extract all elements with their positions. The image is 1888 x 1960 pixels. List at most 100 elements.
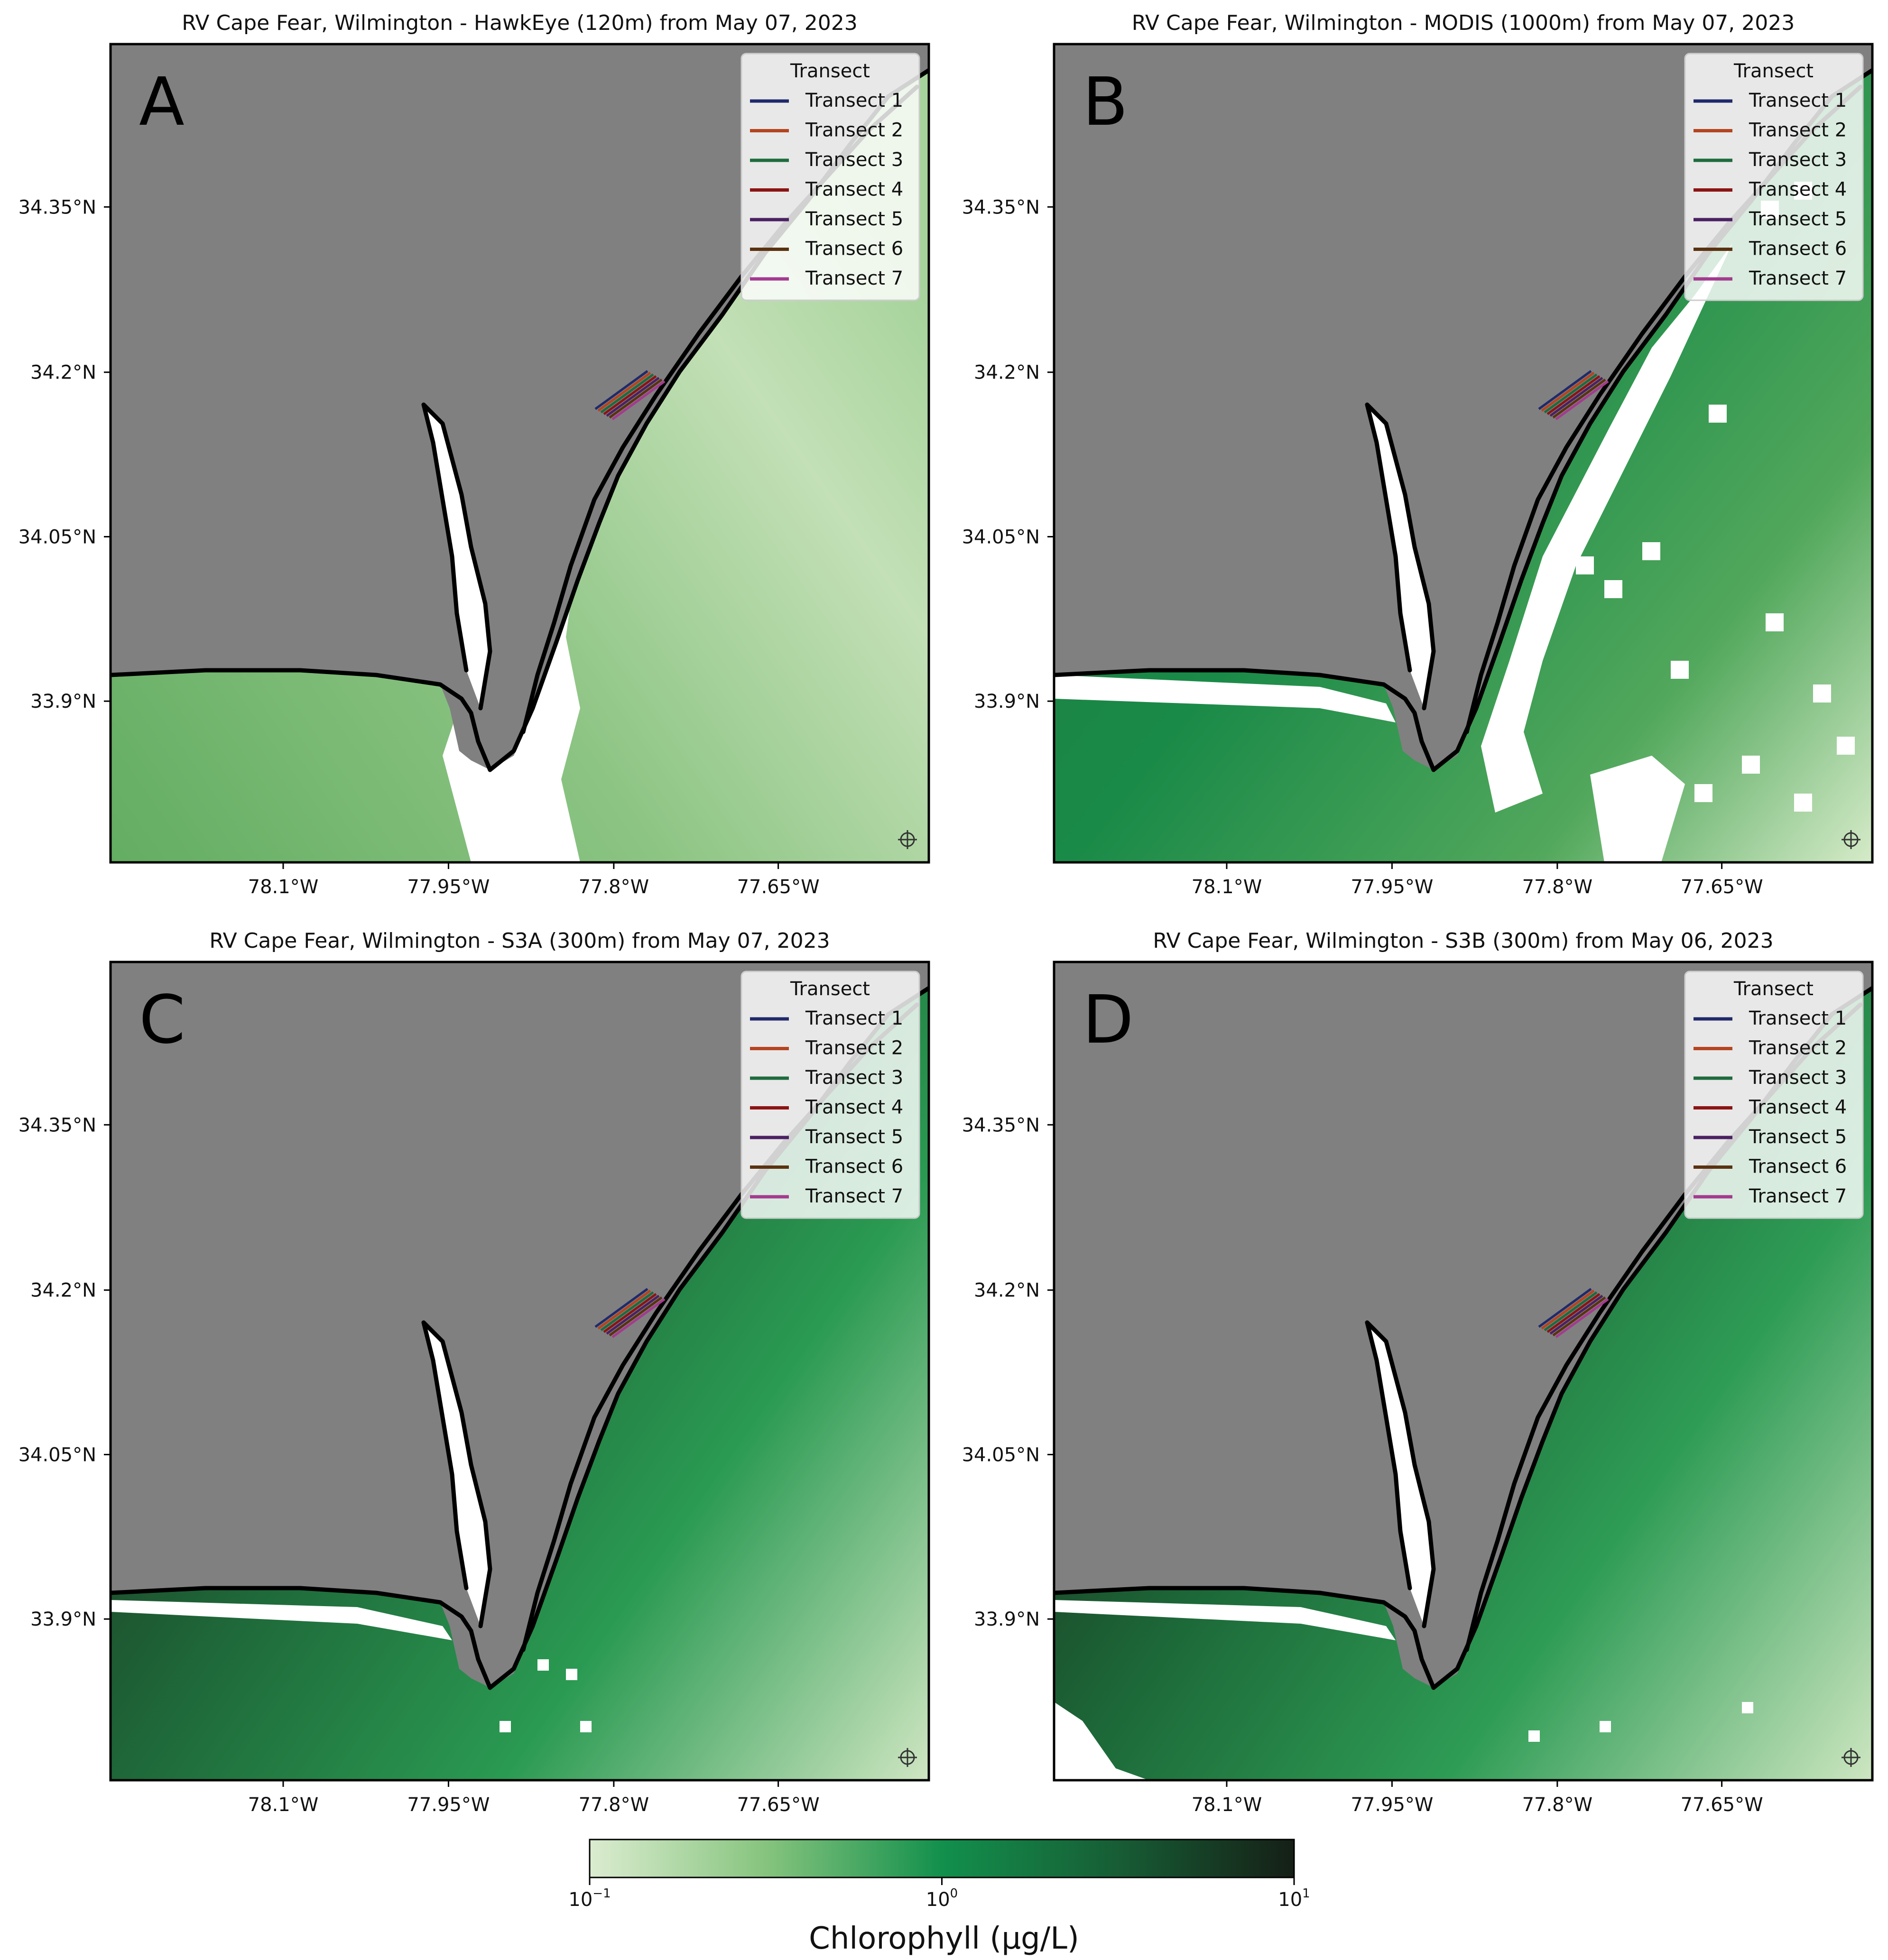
transect-line (1555, 1298, 1609, 1338)
no-data-pixel (1837, 737, 1855, 755)
map-frame (1053, 961, 1874, 1782)
legend: Transect Transect 1 Transect 2 Transect 3 Tr… (1684, 971, 1864, 1219)
coastline (421, 1320, 492, 1628)
y-tick-label: 34.35°N (19, 196, 96, 218)
legend: Transect Transect 1 Transect 2 Transect 3 Tr… (740, 971, 920, 1219)
transect-line (1552, 1296, 1606, 1337)
panel-letter: B (1083, 64, 1128, 141)
no-data-pixel (1794, 794, 1812, 812)
x-tick-label: 78.1°W (1192, 1794, 1262, 1816)
y-tick-label: 33.9°N (974, 1609, 1040, 1630)
legend-item-label: Transect 4 (1749, 179, 1847, 201)
transect-line (600, 1291, 654, 1331)
y-tick-label: 34.2°N (974, 1280, 1040, 1302)
x-tick-label: 77.8°W (579, 1794, 649, 1816)
legend-title: Transect (1733, 60, 1814, 82)
transect-lines (594, 370, 666, 420)
legend-item-label: Transect 4 (805, 1097, 903, 1119)
transect-line (1541, 1289, 1595, 1330)
legend-item-label: Transect 6 (805, 1156, 903, 1178)
y-tick-label: 33.9°N (30, 691, 96, 712)
coastline (111, 668, 443, 687)
no-data-pixel (1766, 613, 1784, 631)
panel-letter: C (139, 981, 185, 1059)
no-data-pixel (1709, 405, 1727, 423)
legend-item-label: Transect 2 (1749, 1037, 1847, 1059)
map-panel-d: RV Cape Fear, Wilmington - S3B (300m) fr… (962, 929, 1874, 1816)
colorbar-label: Chlorophyll (µg/L) (809, 1921, 1079, 1956)
legend-item-label: Transect 3 (805, 1067, 903, 1089)
transect-line (597, 1289, 651, 1330)
colorbar: 10−1 100 101 Chlorophyll (µg/L) (568, 1839, 1310, 1956)
y-tick-label: 34.05°N (19, 526, 96, 548)
legend-item-label: Transect 5 (805, 1126, 903, 1148)
transect-line (603, 1293, 657, 1333)
y-tick-label: 34.35°N (962, 196, 1040, 218)
legend-item-label: Transect 2 (805, 120, 903, 141)
coastline (1054, 668, 1386, 687)
legend-item-label: Transect 6 (805, 238, 903, 260)
x-tick-label: 77.95°W (1351, 876, 1433, 898)
y-tick-label: 34.35°N (962, 1114, 1040, 1136)
coastline (438, 1600, 492, 1690)
legend-box (740, 971, 920, 1219)
x-tick-label: 77.95°W (1351, 1794, 1433, 1816)
coastline (421, 402, 492, 711)
transect-line (606, 377, 660, 417)
legend-item-label: Transect 5 (1749, 208, 1847, 230)
x-tick-label: 77.65°W (737, 1794, 820, 1816)
compass-icon (1842, 830, 1860, 849)
legend-title: Transect (790, 60, 870, 82)
legend-item-label: Transect 6 (1749, 238, 1847, 260)
panel-title: RV Cape Fear, Wilmington - HawkEye (120m… (182, 11, 858, 35)
colorbar-gradient (589, 1839, 1295, 1878)
legend-item-label: Transect 2 (805, 1037, 903, 1059)
x-tick-label: 77.65°W (737, 876, 820, 898)
transect-line (1555, 380, 1609, 420)
coastline (1365, 1320, 1436, 1628)
no-data-region (1481, 243, 1732, 813)
no-data-pixel (580, 1721, 592, 1732)
no-data-region (1054, 1702, 1149, 1780)
x-tick-label: 77.95°W (407, 1794, 490, 1816)
y-tick-label: 34.35°N (19, 1114, 96, 1136)
panel-letter: D (1083, 981, 1134, 1059)
panel-title: RV Cape Fear, Wilmington - S3A (300m) fr… (209, 929, 830, 953)
no-data-region (1054, 1600, 1396, 1640)
legend-item-label: Transect 3 (805, 149, 903, 171)
no-data-pixel (1604, 580, 1622, 598)
no-data-pixel (537, 1659, 549, 1671)
legend-item-label: Transect 3 (1749, 1067, 1847, 1089)
legend-box (740, 53, 920, 301)
land-mask (1054, 44, 1872, 770)
transect-line (600, 373, 654, 414)
legend-item-label: Transect 4 (805, 179, 903, 201)
y-tick-label: 34.05°N (962, 526, 1040, 548)
no-data-pixel (1671, 661, 1689, 679)
panel-title: RV Cape Fear, Wilmington - MODIS (1000m)… (1132, 11, 1795, 35)
transect-line (1546, 1293, 1601, 1333)
x-tick-label: 77.8°W (579, 876, 649, 898)
map-frame (1053, 43, 1874, 864)
legend-item-label: Transect 7 (1749, 268, 1847, 289)
legend-item-label: Transect 7 (805, 268, 903, 289)
no-data-pixel (1694, 784, 1712, 802)
legend: Transect Transect 1 Transect 2 Transect 3 Tr… (740, 53, 920, 301)
coastline (1381, 1600, 1436, 1690)
x-tick-label: 77.95°W (407, 876, 490, 898)
coastline (438, 682, 492, 772)
legend-title: Transect (1733, 978, 1814, 1000)
transect-lines (1538, 370, 1609, 420)
no-data-pixel (1528, 1730, 1540, 1742)
legend-item-label: Transect 2 (1749, 120, 1847, 141)
transect-line (594, 1288, 648, 1328)
legend-item-label: Transect 3 (1749, 149, 1847, 171)
x-tick-label: 77.65°W (1681, 876, 1763, 898)
compass-icon (1842, 1748, 1860, 1767)
y-tick-label: 34.2°N (974, 362, 1040, 384)
legend-item-label: Transect 6 (1749, 1156, 1847, 1178)
transect-line (603, 375, 657, 416)
legend-title: Transect (790, 978, 870, 1000)
no-data-region (1054, 675, 1396, 722)
compass-icon (898, 830, 917, 849)
